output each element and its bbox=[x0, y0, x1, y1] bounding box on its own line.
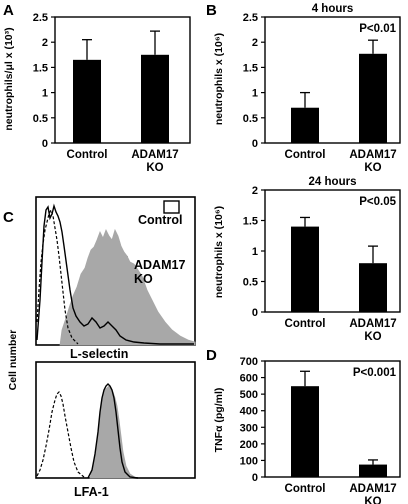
y-axis-label: TNFα (pg/ml) bbox=[213, 388, 225, 453]
y-tick-label: 0 bbox=[252, 472, 258, 484]
y-tick-label: 2 bbox=[252, 185, 258, 197]
bar bbox=[359, 263, 387, 312]
p-value-annotation: P<0.01 bbox=[359, 23, 396, 35]
y-tick-label: 1.5 bbox=[243, 216, 258, 228]
y-tick-label: 2.5 bbox=[243, 12, 258, 24]
bar bbox=[73, 59, 101, 144]
plot-frame-D bbox=[264, 360, 401, 478]
chart-panel-b-24h: 0 0.5 1 1.5 2 neutrophils x (10⁶) Control ADAM1… bbox=[213, 176, 401, 343]
y-axis-label: neutrophils x (10⁶) bbox=[213, 33, 225, 125]
x-category-label: Control bbox=[67, 149, 108, 161]
legend-ko-label: ADAM17 KO bbox=[134, 258, 185, 286]
y-tick-label: 500 bbox=[240, 389, 258, 401]
legend-ko-swatch bbox=[104, 256, 128, 270]
flow-panel-c: Cell number L-selectin Control ADAM17 KO … bbox=[7, 196, 196, 499]
y-tick-label: 0 bbox=[252, 138, 258, 150]
flow-y-axis-label: Cell number bbox=[7, 330, 19, 391]
flow-top-ko-histogram bbox=[59, 228, 196, 346]
y-tick-label: 1 bbox=[252, 88, 258, 100]
x-category-label: ADAM17 KO bbox=[349, 483, 396, 504]
x-category-label: Control bbox=[285, 318, 326, 330]
y-tick-label: 2 bbox=[252, 37, 258, 49]
plot-frame-A bbox=[54, 16, 191, 144]
flow-bottom-isotype-histogram bbox=[36, 390, 85, 478]
y-tick-label: 200 bbox=[240, 439, 258, 451]
flow-bottom-control-histogram bbox=[87, 383, 139, 479]
y-tick-label: 0.5 bbox=[243, 113, 258, 125]
chart-panel-b-4h: 0 0.5 1 1.5 2 2.5 neutrophils x (10⁶) Control AD… bbox=[213, 3, 401, 174]
y-axis-label: neutrophils/μl x (10³) bbox=[3, 27, 15, 130]
x-category-label: Control bbox=[285, 483, 326, 495]
plot-frame-B1 bbox=[264, 16, 401, 144]
flow-top-isotype-histogram bbox=[36, 208, 79, 345]
flow-bottom-marker-label: LFA-1 bbox=[74, 485, 109, 499]
y-tick-label: 0 bbox=[252, 307, 258, 319]
legend-control-swatch bbox=[163, 200, 180, 214]
p-value-annotation: P<0.001 bbox=[353, 367, 397, 379]
bar bbox=[359, 464, 387, 477]
bar bbox=[291, 107, 319, 143]
x-category-label: Control bbox=[285, 149, 326, 161]
panel-letter-b: B bbox=[206, 2, 217, 19]
y-tick-label: 1.5 bbox=[243, 62, 258, 74]
panel-letter-a: A bbox=[3, 2, 14, 19]
y-tick-label: 0 bbox=[42, 138, 48, 150]
chart-title: 24 hours bbox=[309, 176, 357, 188]
y-tick-label: 600 bbox=[240, 373, 258, 385]
y-tick-label: 400 bbox=[240, 406, 258, 418]
flow-top-control-histogram bbox=[36, 203, 194, 345]
y-tick-label: 100 bbox=[240, 455, 258, 467]
bar bbox=[291, 226, 319, 312]
x-category-label: ADAM17 KO bbox=[349, 318, 396, 343]
p-value-annotation: P<0.05 bbox=[359, 196, 396, 208]
y-tick-label: 0.5 bbox=[243, 277, 258, 289]
chart-panel-d: 0 100 200 300 400 500 600 700 TNFα (pg/ml) Contro… bbox=[213, 356, 401, 504]
bar bbox=[141, 54, 169, 143]
bar bbox=[291, 386, 319, 477]
x-category-label: ADAM17 KO bbox=[349, 149, 396, 174]
flow-top-marker-label: L-selectin bbox=[70, 347, 128, 361]
y-tick-label: 2 bbox=[42, 37, 48, 49]
y-axis-label: neutrophils x (10⁶) bbox=[213, 206, 225, 298]
y-tick-label: 1 bbox=[42, 88, 48, 100]
bar bbox=[359, 53, 387, 143]
y-tick-label: 1.5 bbox=[33, 62, 48, 74]
x-category-label: ADAM17 KO bbox=[131, 149, 178, 174]
panel-letter-c: C bbox=[3, 209, 14, 226]
y-tick-label: 0.5 bbox=[33, 113, 48, 125]
y-tick-label: 1 bbox=[252, 246, 258, 258]
panel-letter-d: D bbox=[206, 347, 217, 364]
legend-control-label: Control bbox=[138, 213, 182, 227]
chart-title: 4 hours bbox=[312, 3, 354, 15]
y-tick-label: 2.5 bbox=[33, 12, 48, 24]
chart-panel-a: 0 0.5 1 1.5 2 2.5 neutrophils/μl x (10³) Contro… bbox=[3, 12, 191, 174]
y-tick-label: 300 bbox=[240, 422, 258, 434]
flow-bottom-ko-histogram bbox=[89, 385, 138, 479]
y-tick-label: 700 bbox=[240, 356, 258, 368]
